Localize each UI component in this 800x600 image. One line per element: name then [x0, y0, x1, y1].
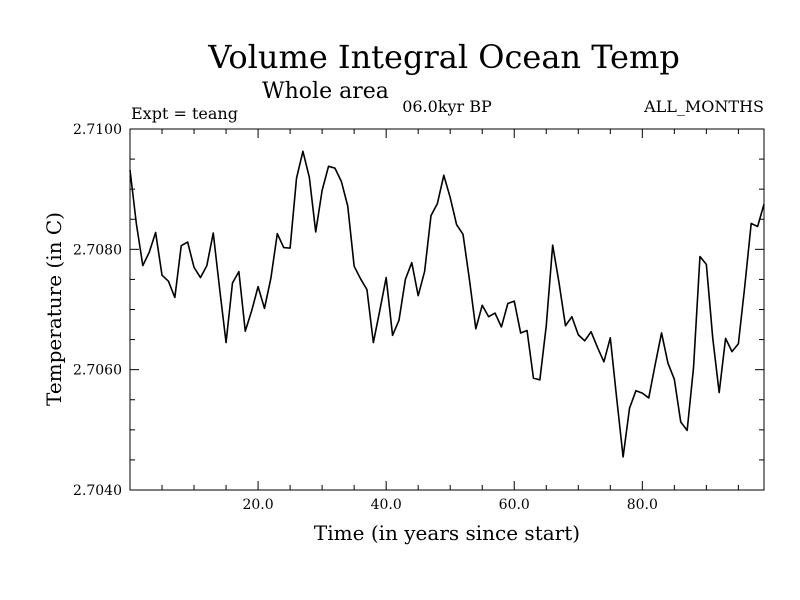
- x-tick-label: 80.0: [627, 497, 658, 513]
- y-axis-label: Temperature (in C): [42, 212, 66, 406]
- chart-title: Volume Integral Ocean Temp: [207, 38, 680, 76]
- x-tick-label: 20.0: [242, 497, 273, 513]
- period-label: 06.0kyr BP: [402, 97, 492, 116]
- y-tick-label: 2.7040: [73, 483, 122, 499]
- temperature-series-line: [129, 150, 765, 458]
- y-tick-label: 2.7100: [73, 122, 122, 138]
- x-axis-label: Time (in years since start): [314, 521, 580, 545]
- y-axis-ticks: [130, 158, 764, 461]
- chart-subtitle: Whole area: [262, 79, 389, 104]
- x-axis-ticks: [161, 129, 739, 490]
- y-tick-label: 2.7060: [73, 363, 122, 379]
- plot-frame: [129, 128, 765, 491]
- x-axis-tick-labels: 20.0 40.0 60.0 80.0: [242, 497, 657, 513]
- months-label: ALL_MONTHS: [643, 97, 764, 116]
- x-tick-label: 40.0: [371, 497, 402, 513]
- y-tick-label: 2.7080: [73, 242, 122, 258]
- y-axis-tick-labels: 2.7040 2.7060 2.7080 2.7100: [73, 122, 122, 499]
- experiment-label: Expt = teang: [131, 104, 238, 123]
- x-tick-label: 60.0: [499, 497, 530, 513]
